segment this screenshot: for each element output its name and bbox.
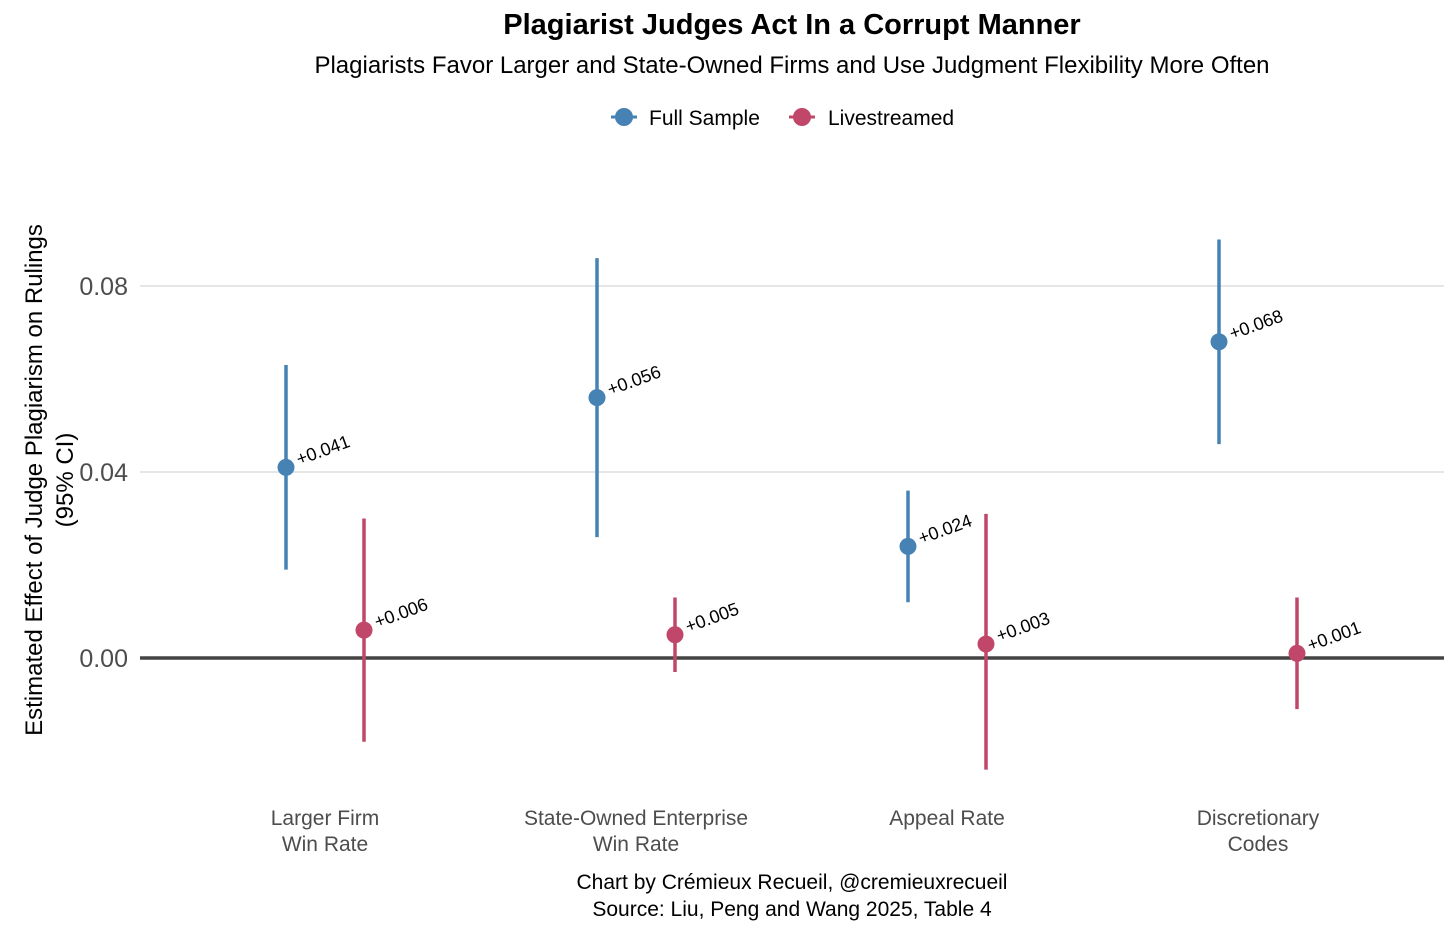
data-label-full-sample: +0.024 — [916, 510, 975, 548]
data-marks: +0.041 +0.056 +0.024 +0.068 +0.006 +0.005 +0.0… — [277, 239, 1364, 770]
legend-marker-livestreamed — [793, 108, 811, 126]
legend: Full Sample Livestreamed — [611, 107, 954, 130]
x-tick-label: Appeal Rate — [889, 807, 1005, 830]
y-axis-ticks: 0.00 0.04 0.08 — [79, 273, 128, 673]
legend-marker-full-sample — [615, 108, 633, 126]
caption-source: Source: Liu, Peng and Wang 2025, Table 4 — [592, 898, 992, 921]
data-label-full-sample: +0.056 — [605, 362, 664, 400]
y-tick-label: 0.04 — [79, 459, 128, 487]
x-axis-ticks: Larger Firm Win Rate State-Owned Enterpris… — [271, 807, 1320, 856]
y-axis-label: Estimated Effect of Judge Plagiarism on … — [21, 224, 48, 736]
point-livestreamed — [666, 626, 684, 644]
grid — [140, 285, 1444, 660]
chart-title: Plagiarist Judges Act In a Corrupt Manne… — [503, 9, 1080, 41]
data-label-full-sample: +0.041 — [294, 431, 353, 469]
data-label-livestreamed: +0.001 — [1305, 617, 1364, 655]
point-full-sample — [277, 458, 295, 476]
point-livestreamed — [977, 635, 995, 653]
point-full-sample — [899, 537, 917, 555]
y-tick-label: 0.00 — [79, 645, 128, 673]
point-livestreamed — [355, 621, 373, 639]
point-full-sample — [1210, 333, 1228, 351]
caption-credit: Chart by Crémieux Recueil, @cremieuxrecu… — [577, 871, 1008, 894]
x-tick-label: Larger Firm Win Rate — [271, 807, 380, 856]
x-tick-label: Discretionary Codes — [1197, 807, 1320, 856]
legend-label-full-sample: Full Sample — [649, 107, 760, 130]
y-axis-label-ci: (95% CI) — [52, 433, 79, 528]
y-tick-label: 0.08 — [79, 273, 128, 301]
data-label-livestreamed: +0.005 — [683, 599, 742, 637]
point-livestreamed — [1288, 644, 1306, 662]
data-label-livestreamed: +0.006 — [372, 594, 431, 632]
data-label-livestreamed: +0.003 — [994, 608, 1053, 646]
point-full-sample — [588, 389, 606, 407]
legend-label-livestreamed: Livestreamed — [828, 107, 954, 130]
data-label-full-sample: +0.068 — [1227, 306, 1286, 344]
x-tick-label: State-Owned Enterprise Win Rate — [524, 807, 748, 856]
chart-subtitle: Plagiarists Favor Larger and State-Owned… — [314, 52, 1269, 79]
